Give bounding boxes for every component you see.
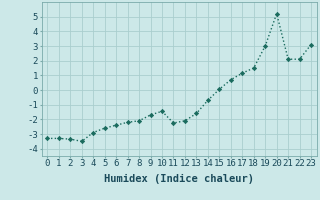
X-axis label: Humidex (Indice chaleur): Humidex (Indice chaleur): [104, 174, 254, 184]
